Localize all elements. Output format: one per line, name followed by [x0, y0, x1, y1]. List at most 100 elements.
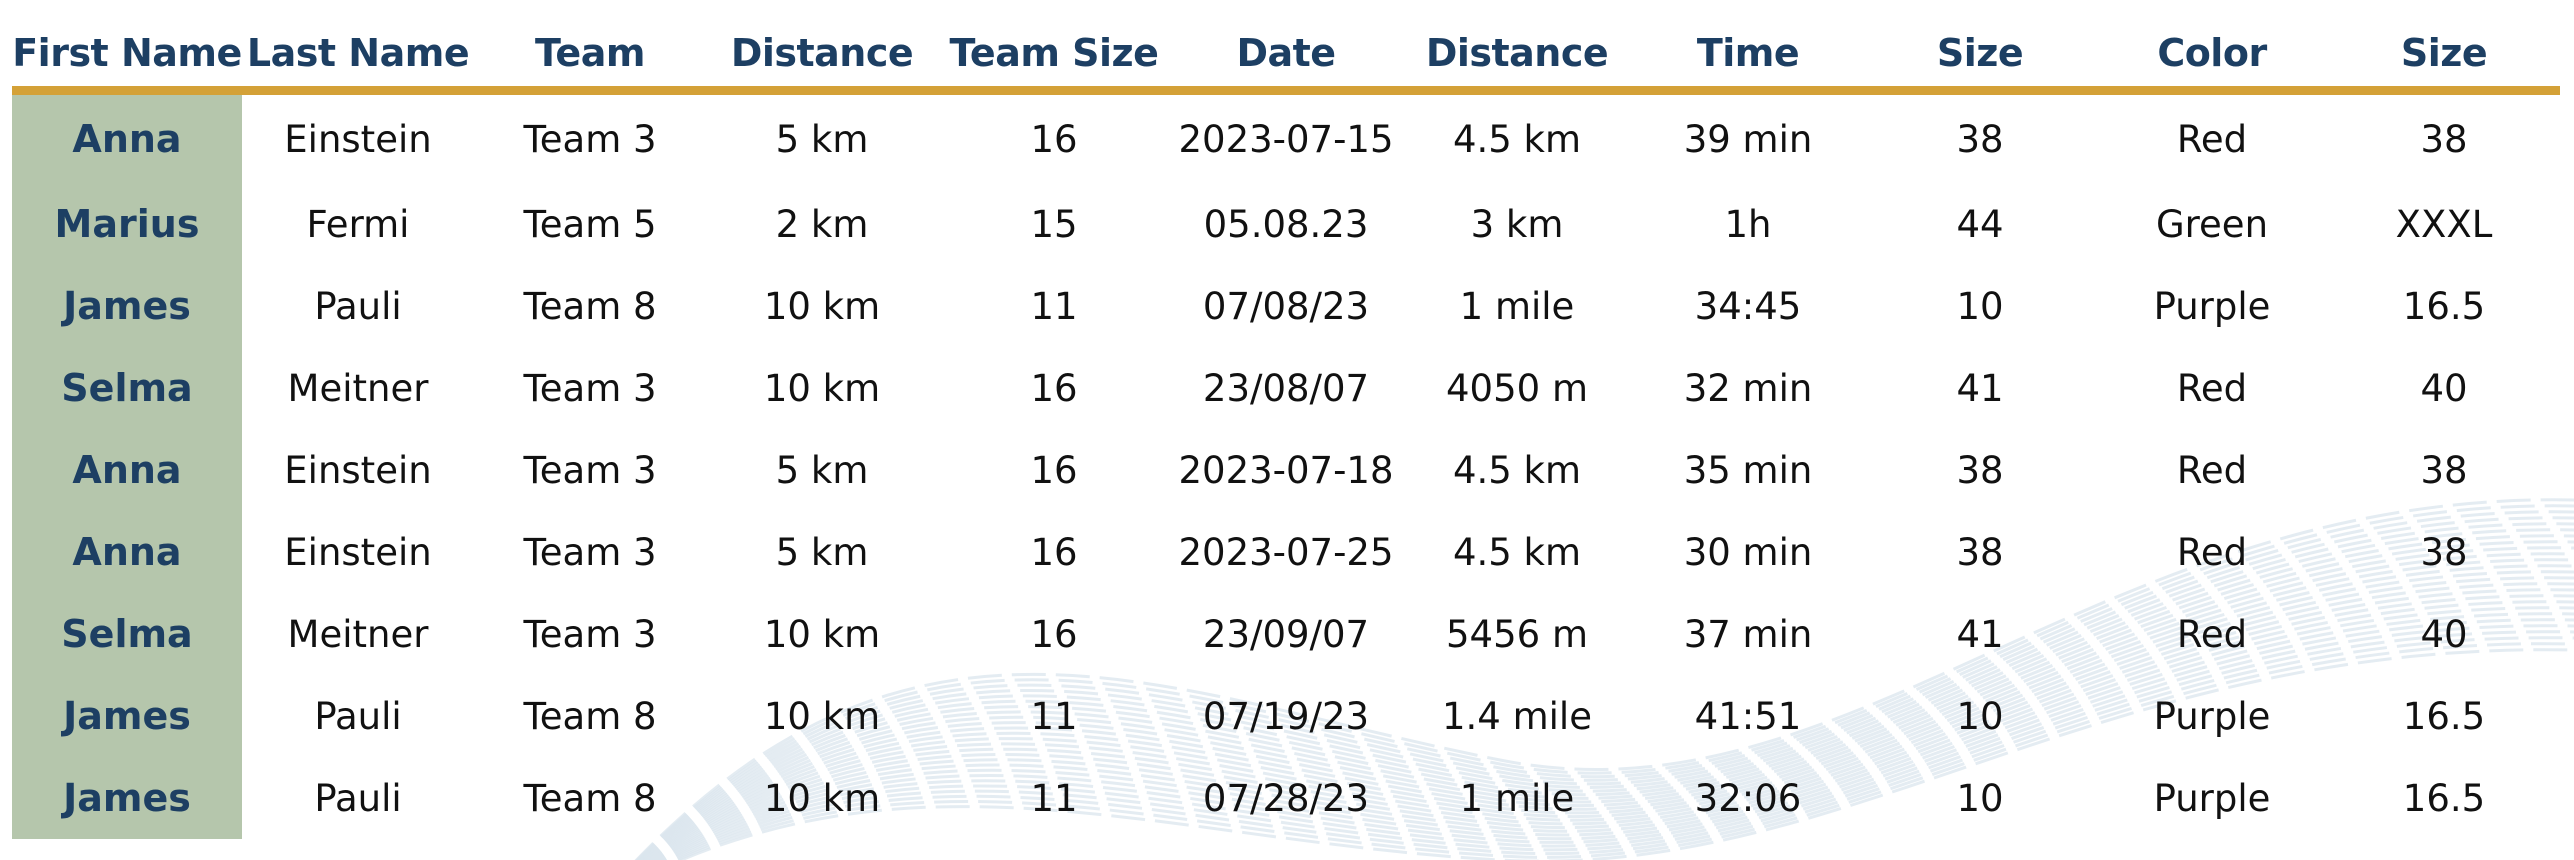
column-header: Distance — [706, 20, 938, 95]
table-cell: 16 — [1030, 117, 1078, 161]
background-wave-line — [657, 606, 2574, 860]
table-cell: Meitner — [287, 612, 429, 656]
table-cell: 10 — [1956, 776, 2004, 820]
table-row: Marius Fermi Team 5 2 km 15 05.08.23 3 km 1h 44 G… — [12, 183, 2560, 265]
table-cell: 38 — [2420, 448, 2468, 492]
table-cell: 16 — [1030, 448, 1078, 492]
background-wave-line — [643, 552, 2574, 860]
first-name-cell: Selma — [12, 347, 242, 429]
column-header: First Name — [12, 20, 242, 95]
table-cell: 11 — [1030, 284, 1078, 328]
column-header: Date — [1170, 20, 1402, 95]
table-cell: Team 3 — [523, 366, 657, 410]
table-cell: Team 8 — [523, 776, 657, 820]
background-wave-line — [645, 564, 2574, 860]
table-cell: 38 — [1956, 448, 2004, 492]
table-cell: 34:45 — [1694, 284, 1802, 328]
table-cell: 11 — [1030, 694, 1078, 738]
table-cell: 10 — [1956, 694, 2004, 738]
background-wave-line — [639, 528, 2574, 860]
table-cell: Red — [2176, 117, 2248, 161]
background-wave-line — [647, 570, 2574, 860]
table-cell: Red — [2176, 448, 2248, 492]
table-cell: 32:06 — [1694, 776, 1802, 820]
table-cell: 15 — [1030, 202, 1078, 246]
table-cell: 10 km — [763, 694, 881, 738]
first-name-cell: James — [12, 757, 242, 839]
table-cell: 5 km — [775, 448, 869, 492]
table-cell: 5 km — [775, 117, 869, 161]
table-row: James Pauli Team 8 10 km 11 07/08/23 1 mile 34:… — [12, 265, 2560, 347]
table-cell: 10 km — [763, 776, 881, 820]
column-header: Time — [1632, 20, 1864, 95]
background-wave-line — [638, 522, 2574, 860]
table-row: Selma Meitner Team 3 10 km 16 23/08/07 4050 m 3… — [12, 347, 2560, 429]
column-header: Distance — [1402, 20, 1632, 95]
table-cell: Team 8 — [523, 694, 657, 738]
table-cell: 1 mile — [1459, 284, 1575, 328]
first-name-cell: Marius — [12, 183, 242, 265]
table-cell: 16.5 — [2402, 694, 2486, 738]
table-cell: 38 — [2420, 117, 2468, 161]
table-cell: Meitner — [287, 366, 429, 410]
table-cell: 37 min — [1683, 612, 1813, 656]
table-cell: XXXL — [2395, 202, 2493, 246]
background-wave-line — [642, 546, 2574, 860]
background-wave-line — [650, 582, 2574, 860]
table-cell: 10 km — [763, 612, 881, 656]
background-wave-line — [655, 600, 2574, 860]
table-cell: 5 km — [775, 530, 869, 574]
table-cell: Einstein — [284, 448, 432, 492]
column-header: Size — [2328, 20, 2560, 95]
background-wave-line — [659, 612, 2574, 860]
table-cell: Purple — [2153, 284, 2271, 328]
background-wave-line — [677, 648, 2574, 860]
table-cell: 2023-07-25 — [1178, 530, 1394, 574]
table-header: First Name Last Name Team Distance Team Size… — [12, 20, 2560, 95]
table-cell: Purple — [2153, 776, 2271, 820]
column-header: Team Size — [938, 20, 1170, 95]
table-cell: 39 min — [1683, 117, 1813, 161]
table-cell: 41 — [1956, 612, 2004, 656]
first-name-cell: Anna — [12, 429, 242, 511]
table-cell: 2023-07-18 — [1178, 448, 1394, 492]
column-header: Size — [1864, 20, 2096, 95]
table-cell: 16 — [1030, 366, 1078, 410]
table-cell: Pauli — [314, 776, 402, 820]
header-row: First Name Last Name Team Distance Team Size… — [12, 20, 2560, 95]
table-cell: 4050 m — [1446, 366, 1588, 410]
column-header: Last Name — [242, 20, 474, 95]
table-cell: Pauli — [314, 694, 402, 738]
background-wave-line — [664, 624, 2574, 860]
table-cell: 23/08/07 — [1202, 366, 1370, 410]
first-name-cell: Selma — [12, 593, 242, 675]
background-wave-line — [640, 534, 2574, 860]
table-cell: Green — [2155, 202, 2269, 246]
table-row: Anna Einstein Team 3 5 km 16 2023-07-15 4.5 km… — [12, 90, 2560, 183]
table-row: Anna Einstein Team 3 5 km 16 2023-07-25 4.5 km… — [12, 511, 2560, 593]
first-name-cell: Anna — [12, 90, 242, 183]
table-cell: 23/09/07 — [1202, 612, 1370, 656]
data-table: First Name Last Name Team Distance Team Size… — [12, 20, 2560, 839]
background-wave-line — [635, 504, 2574, 860]
first-name-cell: James — [12, 675, 242, 757]
background-wave-line — [636, 510, 2574, 860]
background-wave-line — [674, 642, 2574, 860]
first-name-cell: James — [12, 265, 242, 347]
table-cell: 41 — [1956, 366, 2004, 410]
table-cell: 07/19/23 — [1202, 694, 1370, 738]
table-cell: 16 — [1030, 530, 1078, 574]
table-cell: 40 — [2420, 612, 2468, 656]
table-cell: Team 3 — [523, 448, 657, 492]
table-row: James Pauli Team 8 10 km 11 07/19/23 1.4 mile 4… — [12, 675, 2560, 757]
table-cell: 2 km — [775, 202, 869, 246]
table-cell: Team 8 — [523, 284, 657, 328]
table-cell: 38 — [1956, 530, 2004, 574]
table-cell: 2023-07-15 — [1178, 117, 1394, 161]
table-cell: 1 mile — [1459, 776, 1575, 820]
background-wave-line — [641, 540, 2574, 860]
table-cell: 1.4 mile — [1442, 694, 1592, 738]
table-cell: Red — [2176, 612, 2248, 656]
background-wave-line — [648, 576, 2574, 860]
